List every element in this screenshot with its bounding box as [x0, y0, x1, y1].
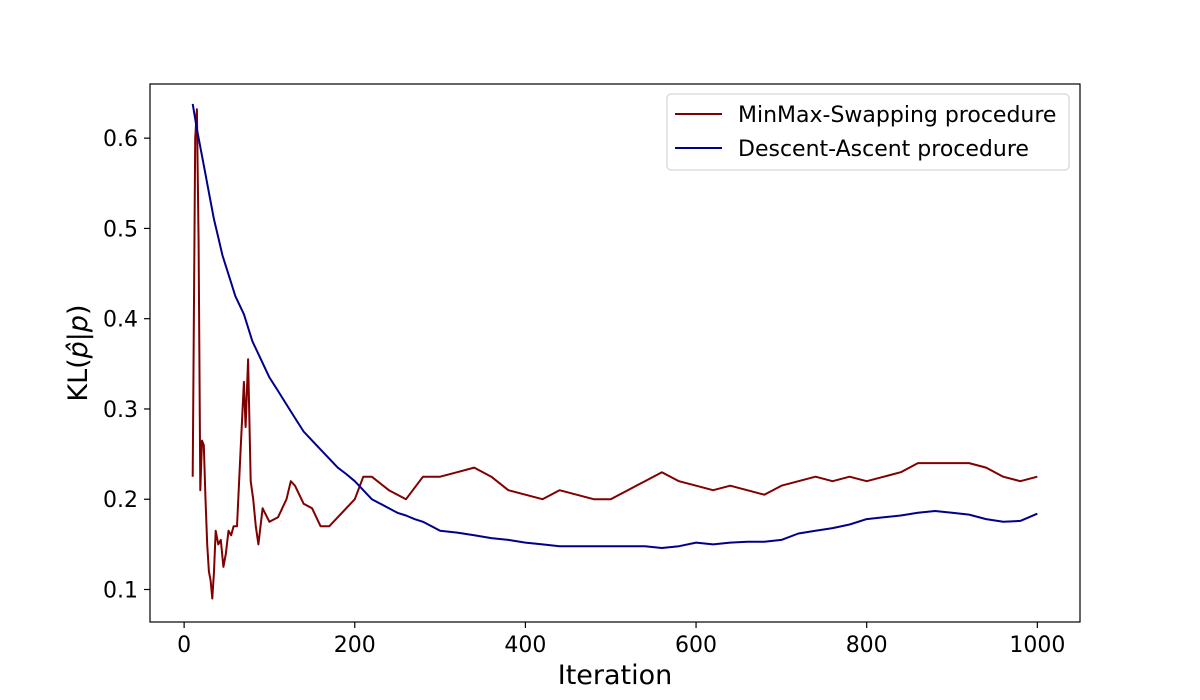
series-line-minmax-swapping-procedure: [191, 108, 1038, 600]
x-axis-ticks: 0 200 400 600 800 1000: [177, 622, 1065, 658]
y-tick-label: 0.5: [103, 217, 138, 242]
x-tick-label: 600: [675, 633, 717, 658]
y-tick-label: 0.4: [103, 308, 138, 333]
axes-frame: [149, 83, 1081, 623]
y-axis-ticks: 0.1 0.2 0.3 0.4 0.5 0.6: [103, 127, 150, 604]
legend-label-descent-ascent: Descent-Ascent procedure: [738, 137, 1029, 162]
legend-box: [666, 93, 1070, 171]
x-tick-label: 1000: [1009, 633, 1065, 658]
legend: MinMax-Swapping procedure Descent-Ascent…: [666, 93, 1070, 171]
y-tick-label: 0.2: [103, 488, 138, 513]
y-tick-label: 0.3: [103, 398, 138, 423]
x-tick-label: 0: [177, 633, 191, 658]
plot-series: [191, 103, 1038, 600]
x-tick-label: 800: [846, 633, 888, 658]
x-axis-title: Iteration: [558, 660, 673, 691]
y-tick-label: 0.6: [103, 127, 138, 152]
y-tick-label: 0.1: [103, 579, 138, 604]
x-tick-label: 200: [334, 633, 376, 658]
legend-label-minmax-swapping: MinMax-Swapping procedure: [738, 103, 1056, 128]
y-axis-title: KL(p̂|p): [63, 304, 94, 401]
x-tick-label: 400: [504, 633, 546, 658]
series-line-descent-ascent-procedure: [191, 103, 1038, 549]
